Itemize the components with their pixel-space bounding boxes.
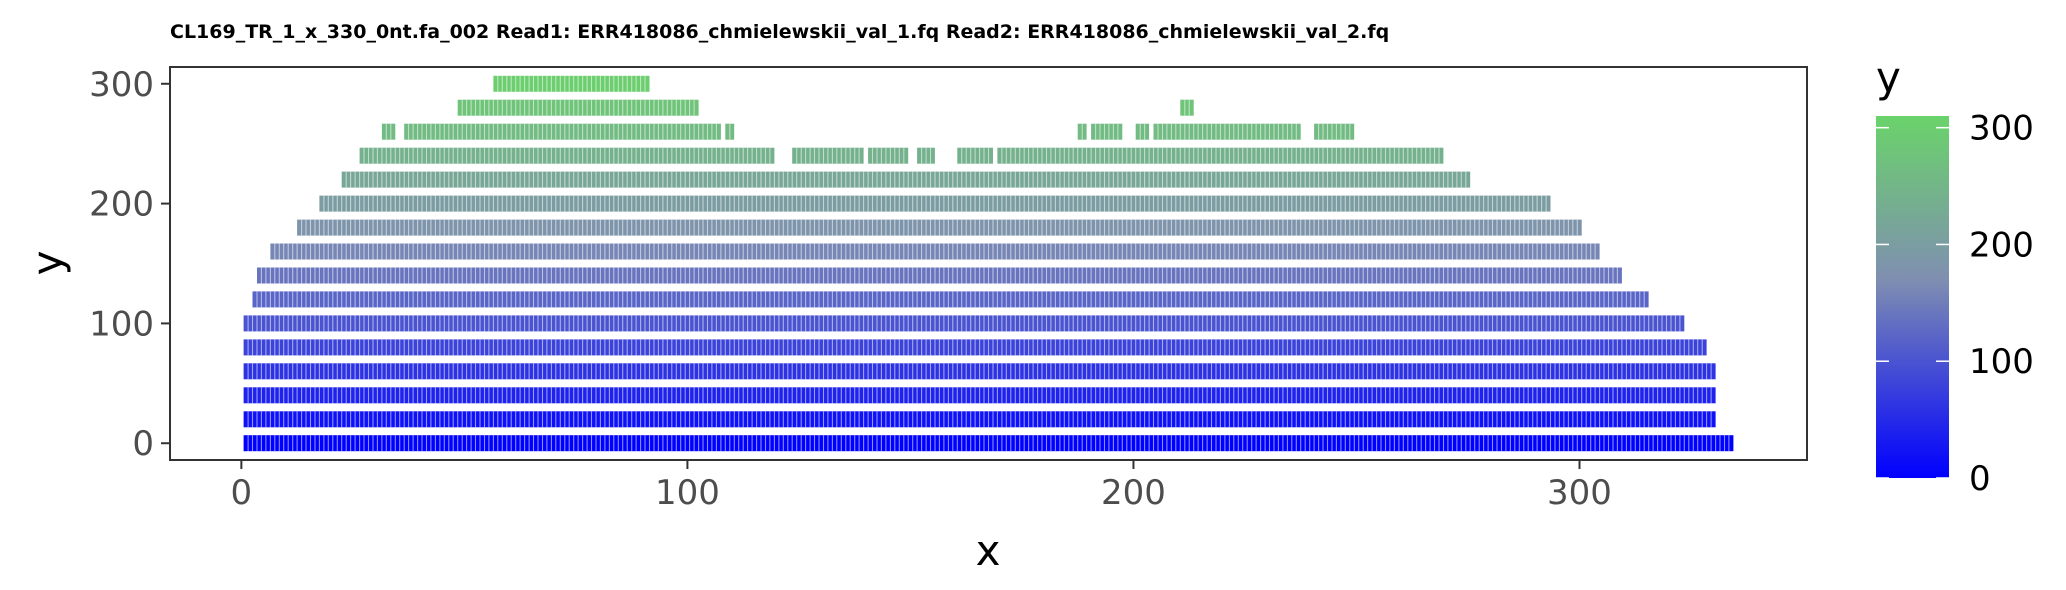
y-axis: 0 100 200 300: [89, 65, 170, 464]
x-axis-title: x: [976, 526, 1001, 575]
plot-panel-border: [169, 66, 1808, 461]
y-tick-label: 300: [89, 65, 154, 105]
x-tick-label: 0: [231, 473, 253, 513]
legend-tick-label: 300: [1969, 109, 2034, 149]
chart-title: CL169_TR_1_x_330_0nt.fa_002 Read1: ERR41…: [170, 21, 1389, 43]
tile-segment: [359, 147, 775, 164]
tile-layer: [243, 75, 1734, 452]
y-tick-label: 200: [89, 185, 154, 225]
tile-segment: [381, 123, 396, 140]
legend-title: y: [1876, 53, 1901, 102]
y-tick-label: 0: [132, 424, 154, 464]
color-legend: y 0 100 200 300: [1876, 53, 2034, 499]
legend-tick-label: 100: [1969, 342, 2034, 382]
x-axis: 0 100 200 300: [231, 460, 1612, 513]
tile-segment: [1180, 99, 1194, 116]
tile-segment: [868, 147, 909, 164]
x-tick-label: 200: [1101, 473, 1166, 513]
legend-ticks: 0 100 200 300: [1876, 109, 2034, 499]
colorbar: [1876, 116, 1949, 478]
tile-segment: [1091, 123, 1123, 140]
x-tick-label: 300: [1547, 473, 1612, 513]
x-tick-label: 100: [655, 473, 720, 513]
tile-segment: [1314, 123, 1355, 140]
legend-tick-label: 200: [1969, 225, 2034, 265]
legend-tick-label: 0: [1969, 459, 1991, 499]
tile-segment: [252, 291, 1649, 308]
tile-segment: [243, 315, 1685, 332]
tile-segment: [404, 123, 721, 140]
tile-segment: [341, 171, 1471, 188]
tile-segment: [1153, 123, 1301, 140]
y-axis-title: y: [23, 251, 72, 276]
tile-segment: [493, 75, 650, 92]
y-tick-label: 100: [89, 304, 154, 344]
tile-segment: [1135, 123, 1150, 140]
